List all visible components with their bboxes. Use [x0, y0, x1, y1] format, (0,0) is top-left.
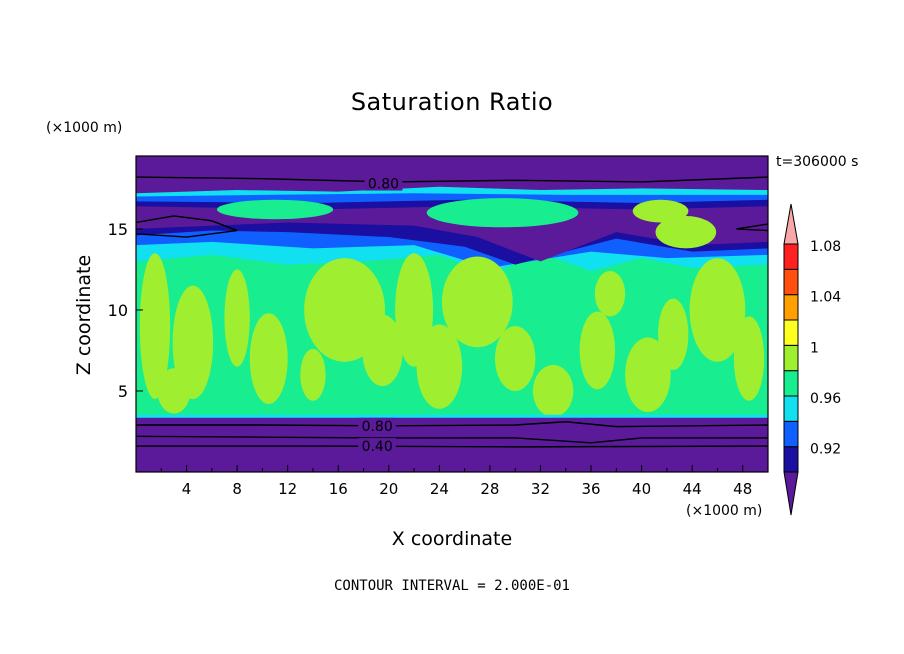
- patch-convective-11: [532, 365, 574, 417]
- colorbar-tick-label: 1: [810, 340, 819, 356]
- time-label: t=306000 s: [776, 154, 859, 170]
- patch-convective-18: [157, 368, 191, 414]
- patch-convective-1: [139, 253, 171, 400]
- patch-convective-6: [362, 314, 403, 387]
- contour-label-bg: [358, 438, 397, 454]
- colorbar-tick-label: 1.04: [810, 290, 841, 306]
- region-cirrus-core: [136, 206, 768, 262]
- plot-frame: [135, 155, 769, 473]
- patch-convective-16: [733, 316, 765, 401]
- x-axis-title: X coordinate: [391, 528, 513, 550]
- colorbar-tick-label: 0.96: [810, 391, 841, 407]
- contour-label-bg: [364, 175, 403, 191]
- contour-right-0.80: [736, 223, 768, 232]
- colorbar-cell: [783, 344, 799, 372]
- x-tick-label: 20: [379, 480, 398, 498]
- contour-left-0.80: [136, 215, 238, 238]
- field-layer: 0.80 0.80 0.40: [136, 156, 768, 472]
- patch-convective-17: [300, 348, 326, 401]
- contour-label: 0.80: [368, 177, 399, 193]
- x-unit-label: (×1000 m): [686, 503, 763, 519]
- patch-cirrus-lime-1: [632, 199, 689, 223]
- colorbar-cell: [783, 420, 799, 448]
- patch-cirrus-green-1: [216, 199, 334, 220]
- patch-convective-19: [594, 271, 626, 317]
- colorbar-cell: [783, 268, 799, 296]
- x-tick-label: 44: [683, 480, 702, 498]
- patch-convective-15: [689, 258, 746, 362]
- patch-convective-12: [579, 311, 616, 390]
- x-tick-label: 28: [480, 480, 499, 498]
- colorbar-tick-label: 0.92: [810, 442, 841, 458]
- contour-lower-0.80: [136, 421, 768, 428]
- colorbar-tick-label: 1.08: [810, 239, 841, 255]
- patch-convective-10: [494, 326, 536, 391]
- x-tick-label: 32: [531, 480, 550, 498]
- contour-label: 0.40: [362, 439, 393, 455]
- patch-convective-2: [172, 285, 214, 400]
- patch-cirrus-green-2: [426, 198, 579, 228]
- patch-convective-13: [625, 337, 671, 413]
- x-tick-label: 24: [430, 480, 449, 498]
- contour-lower-0.60: [136, 435, 768, 444]
- y-tick-label: 10: [108, 301, 128, 320]
- colorbar-top-arrow: [783, 203, 799, 245]
- colorbar-bottom-arrow: [783, 471, 799, 516]
- y-tick-label: 15: [108, 220, 128, 239]
- patch-convective-14: [658, 298, 689, 370]
- patch-convective-9: [441, 256, 513, 348]
- colorbar-cell: [783, 446, 799, 473]
- colorbar-cell: [783, 294, 799, 321]
- colorbar-cell: [783, 243, 799, 270]
- colorbar-cell: [783, 319, 799, 346]
- x-tick-label: 36: [581, 480, 600, 498]
- colorbar-cell: [783, 370, 799, 397]
- y-unit-label: (×1000 m): [46, 120, 123, 136]
- patch-convective-4: [249, 313, 288, 404]
- contour-interval-note: CONTOUR INTERVAL = 2.000E-01: [333, 578, 570, 594]
- patch-convective-8: [416, 324, 463, 409]
- x-tick-label: 8: [232, 480, 242, 498]
- x-tick-label: 48: [733, 480, 752, 498]
- y-tick-label: 5: [118, 382, 128, 401]
- x-tick-label: 40: [632, 480, 651, 498]
- contour-label: 0.80: [362, 419, 393, 435]
- contour-label-bg: [358, 417, 397, 433]
- contour-upper-0.80: [136, 176, 768, 183]
- patch-convective-3: [224, 269, 250, 367]
- colorbar-cell: [783, 395, 799, 422]
- region-lower-edge: [136, 414, 768, 418]
- patch-cirrus-lime-2: [655, 215, 717, 249]
- x-tick-label: 16: [329, 480, 348, 498]
- chart-title: Saturation Ratio: [350, 88, 554, 116]
- x-tick-label: 4: [182, 480, 192, 498]
- x-tick-label: 12: [278, 480, 297, 498]
- contour-lower-0.40: [136, 445, 768, 448]
